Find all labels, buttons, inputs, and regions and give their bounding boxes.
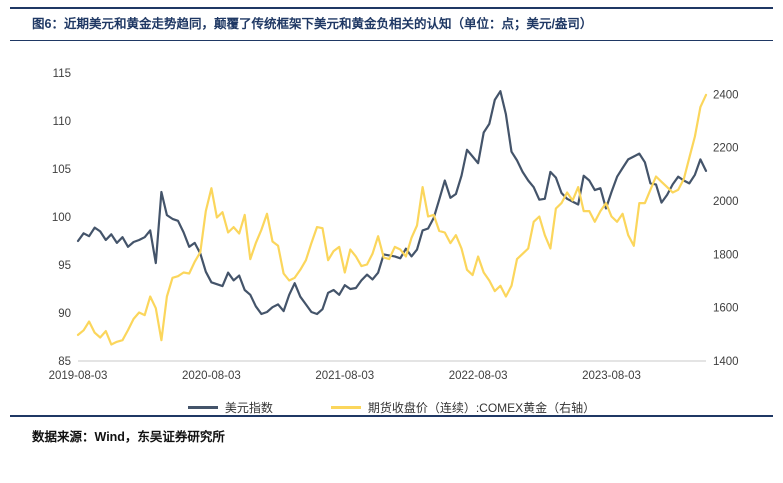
legend-item-usd-index: 美元指数 <box>187 399 273 416</box>
left-axis-tick-label: 105 <box>52 164 71 176</box>
right-axis-tick-label: 2000 <box>713 196 739 208</box>
right-axis-tick-label: 1800 <box>713 250 739 262</box>
figure-title: 图6：近期美元和黄金走势趋同，颠覆了传统框架下美元和黄金负相关的认知（单位：点；… <box>32 17 593 31</box>
right-axis-tick-label: 2200 <box>713 143 739 155</box>
legend-item-comex-gold: 期货收盘价（连续）:COMEX黄金（右轴） <box>330 399 596 416</box>
usd-index-legend-marker <box>187 405 218 409</box>
left-axis-tick-label: 85 <box>58 356 71 368</box>
left-axis-tick-label: 95 <box>58 260 71 272</box>
title-divider-rule <box>10 40 773 42</box>
left-axis-tick-label: 115 <box>53 68 71 80</box>
chart-area: 85 90 95 100 105 110 115 1400 1600 1800 2000 2200 24… <box>0 61 783 391</box>
left-axis-tick-label: 90 <box>58 308 71 320</box>
comex-gold-legend-label: 期货收盘价（连续）:COMEX黄金（右轴） <box>367 400 596 415</box>
left-axis-tick-label: 110 <box>53 116 71 128</box>
series-line-0 <box>76 90 708 316</box>
usd-index-legend-label: 美元指数 <box>224 400 273 415</box>
right-axis-tick-label: 2400 <box>713 90 739 102</box>
chart-legend: 美元指数 期货收盘价（连续）:COMEX黄金（右轴） <box>0 399 783 415</box>
x-axis-tick-label: 2021-08-03 <box>315 370 374 382</box>
data-source: 数据来源：Wind，东吴证券研究所 <box>32 430 225 445</box>
right-axis-tick-label: 1400 <box>713 356 739 368</box>
x-axis-tick-label: 2020-08-03 <box>182 370 241 382</box>
x-axis-tick-label: 2023-08-03 <box>582 370 641 382</box>
comex-gold-legend-marker <box>330 405 361 409</box>
report-figure: 图6：近期美元和黄金走势趋同，颠覆了传统框架下美元和黄金负相关的认知（单位：点；… <box>0 7 783 445</box>
top-rule <box>10 7 773 9</box>
series-line-1 <box>76 93 708 346</box>
footer-rule <box>10 415 773 418</box>
left-axis-tick-label: 100 <box>52 212 71 224</box>
x-axis-tick-label: 2022-08-03 <box>449 370 508 382</box>
x-axis-tick-label: 2019-08-03 <box>49 370 108 382</box>
line-chart: 85 90 95 100 105 110 115 1400 1600 1800 2000 2200 24… <box>49 68 739 382</box>
right-axis-tick-label: 1600 <box>713 303 739 315</box>
